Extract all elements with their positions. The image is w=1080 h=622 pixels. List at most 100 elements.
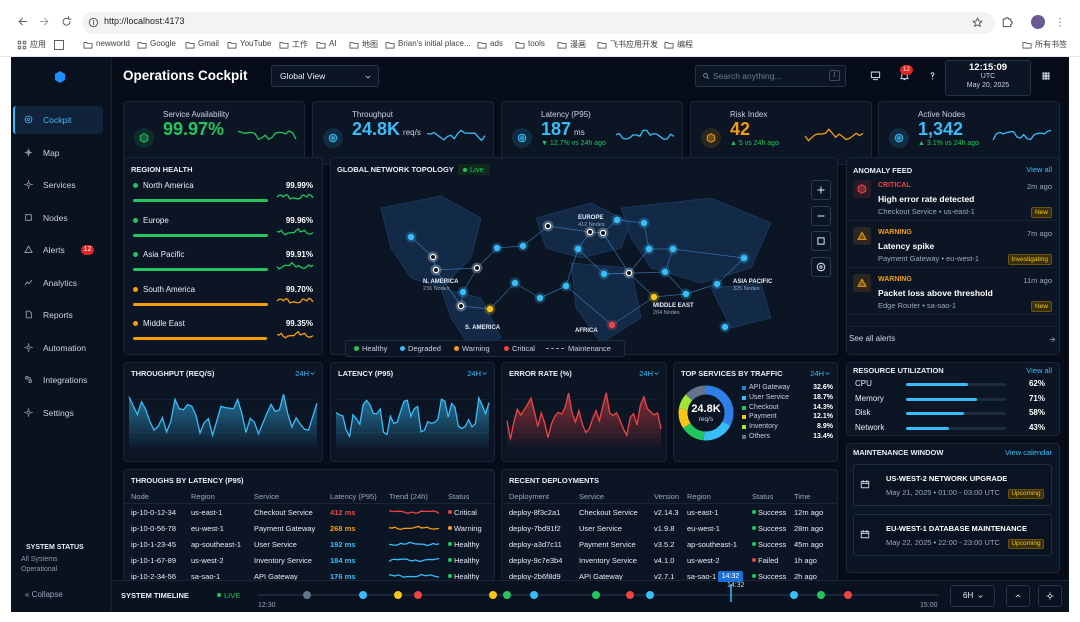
kpi-value-row: 1,342	[918, 119, 998, 140]
alert-time: 11m ago	[1023, 276, 1052, 285]
icon	[930, 72, 935, 80]
node	[544, 222, 552, 230]
timeline-button[interactable]	[1038, 585, 1062, 607]
link	[628, 248, 650, 274]
status-dot	[752, 574, 756, 578]
map-control[interactable]	[811, 231, 831, 251]
system-status-text: All Systems Operational	[21, 556, 58, 573]
icon	[1049, 336, 1056, 343]
panel	[123, 157, 323, 355]
table-cell: Warning	[454, 524, 482, 533]
table-cell: Inventory Service	[579, 556, 637, 565]
map-control[interactable]	[811, 257, 831, 277]
range-select[interactable]	[950, 585, 995, 607]
timeline-event	[394, 591, 402, 599]
range-select[interactable]: 24H	[639, 369, 653, 378]
url[interactable]: http://localhost:4173	[104, 16, 185, 26]
bookmark[interactable]: ads	[490, 39, 503, 48]
table-cell: us-west-2	[687, 556, 720, 565]
timeline-start: 12:30	[258, 602, 276, 609]
bookmark[interactable]: 应用	[30, 40, 46, 49]
range-select[interactable]: 24H	[810, 369, 824, 378]
icon	[664, 42, 674, 49]
icon	[24, 115, 33, 124]
bookmark[interactable]: 飞书应用开发	[610, 40, 658, 49]
bookmark[interactable]: 工作	[292, 40, 308, 49]
bookmark[interactable]: 编程	[677, 40, 693, 49]
icon	[477, 42, 487, 49]
node	[586, 228, 594, 236]
timeline-event	[489, 591, 497, 599]
icon	[860, 479, 870, 489]
bookmark[interactable]: tools	[528, 39, 545, 48]
timeline-button[interactable]	[1006, 585, 1030, 607]
nav-label: Alerts	[43, 245, 65, 255]
kpi-delta: ▲ 5 vs 24h ago	[730, 140, 779, 147]
legend-swatch	[354, 346, 359, 351]
bookmark[interactable]: Brian's initial place...	[398, 39, 471, 48]
alert-tag: New	[1030, 207, 1052, 218]
bookmark[interactable]: newworld	[96, 39, 130, 48]
timeline-event	[592, 591, 600, 599]
alert-item[interactable]	[847, 224, 1059, 268]
table-cell: us-east-1	[191, 508, 223, 517]
table-cell: 412 ms	[330, 508, 356, 517]
legend-swatch	[504, 346, 509, 351]
table-cell: Healthy	[454, 572, 480, 581]
system-status-title: SYSTEM STATUS	[26, 544, 84, 551]
bookmark[interactable]: 漫画	[570, 40, 586, 49]
bookmark[interactable]: AI	[329, 39, 337, 48]
node	[519, 242, 527, 250]
nav-item[interactable]	[13, 106, 103, 134]
search-box[interactable]	[695, 65, 846, 87]
icon-shape	[25, 213, 32, 221]
alert-severity: WARNING	[878, 229, 912, 236]
alert-item[interactable]	[847, 177, 1059, 221]
calendar-link[interactable]: View calendar	[1005, 448, 1052, 457]
kpi-label: Throughput	[352, 110, 393, 119]
panel-title: ERROR RATE (%)	[509, 369, 572, 378]
continent	[440, 287, 502, 349]
icon	[972, 17, 983, 28]
table-cell: Success	[758, 524, 787, 533]
status-dot	[463, 168, 467, 172]
range-select[interactable]: 24H	[467, 369, 481, 378]
panel-title: RECENT DEPLOYMENTS	[509, 476, 600, 485]
column-header: Region	[191, 492, 215, 501]
view-all-link[interactable]: View all	[1026, 165, 1052, 174]
kpi-value-row: 24.8K req/s	[352, 119, 432, 140]
sparkline	[992, 129, 1052, 141]
sparkline	[804, 128, 864, 142]
node	[459, 288, 467, 296]
see-all-link[interactable]: See all alerts	[849, 334, 896, 343]
node	[493, 244, 501, 252]
icon	[83, 42, 93, 49]
icon-shape	[54, 71, 66, 83]
icon	[597, 42, 607, 49]
bookmark[interactable]: Google	[150, 39, 176, 48]
bookmark[interactable]: Gmail	[198, 39, 219, 48]
region-nodes: 204 Nodes	[653, 310, 680, 316]
legend-label: Checkout	[749, 403, 779, 411]
scope-select[interactable]	[271, 65, 379, 87]
node	[669, 245, 677, 253]
alert-item[interactable]	[847, 271, 1059, 315]
sparkline-path	[276, 193, 314, 200]
view-all-link[interactable]: View all	[1026, 366, 1052, 375]
icon-shape	[825, 372, 830, 375]
icon	[316, 42, 326, 49]
range-select[interactable]: 24H	[295, 369, 309, 378]
legend-swatch	[742, 435, 746, 439]
icon	[825, 372, 830, 375]
resource-name: Memory	[855, 393, 884, 403]
bookmark[interactable]: YouTube	[240, 39, 272, 48]
icon-shape	[316, 42, 326, 49]
alert-time: 7m ago	[1026, 229, 1052, 238]
icon-shape	[1046, 592, 1054, 600]
sidebar	[11, 57, 112, 612]
area-chart	[506, 392, 662, 449]
bookmark[interactable]: 地图	[362, 40, 378, 49]
bookmark[interactable]: 所有书签	[1035, 40, 1067, 49]
collapse-button[interactable]: « Collapse	[25, 590, 63, 599]
icon	[1059, 17, 1061, 27]
